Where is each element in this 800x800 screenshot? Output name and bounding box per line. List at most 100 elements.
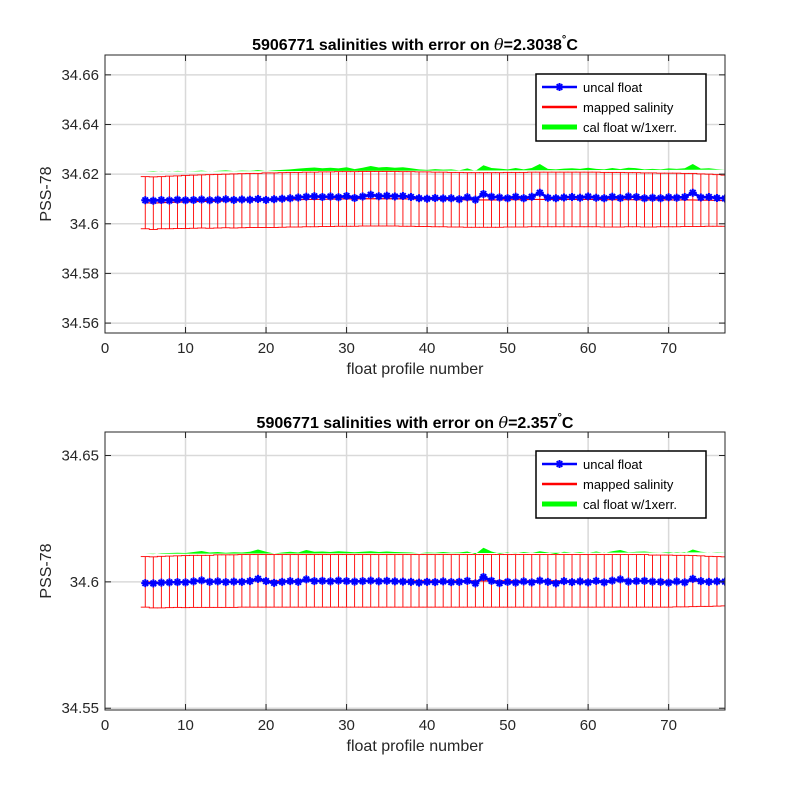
legend-label: mapped salinity [583, 477, 674, 492]
marker-d2 [141, 579, 149, 587]
uncal-float-point [648, 193, 657, 202]
marker-d2 [149, 579, 157, 587]
uncal-float-point [406, 192, 415, 201]
uncal-float-point [326, 192, 335, 201]
uncal-float-point [447, 194, 456, 203]
marker-d2 [407, 193, 415, 201]
plot-content [140, 547, 725, 609]
uncal-float-point [173, 195, 182, 204]
marker-d2 [326, 192, 334, 200]
uncal-float-point [165, 196, 174, 205]
x-tick-label: 50 [499, 717, 516, 734]
marker-d2 [254, 575, 262, 583]
marker-d2 [520, 194, 528, 202]
marker-d2 [383, 192, 391, 200]
marker-d2 [632, 577, 640, 585]
uncal-float-point [640, 194, 649, 203]
marker-d1 [721, 578, 725, 584]
uncal-float-point [519, 194, 528, 203]
x-tick-label: 20 [258, 717, 275, 734]
uncal-float-point [624, 192, 633, 201]
uncal-float-point [205, 577, 214, 586]
uncal-float-point [712, 193, 721, 202]
marker-d2 [520, 577, 528, 585]
marker-d2 [512, 193, 520, 201]
marker-d2 [705, 193, 713, 201]
marker-d2 [713, 577, 721, 585]
marker-d2 [568, 578, 576, 586]
x-tick-label: 30 [338, 340, 355, 357]
marker-d2 [600, 578, 608, 586]
uncal-float-point [527, 192, 536, 201]
uncal-float-point [245, 577, 254, 586]
uncal-float-point [302, 192, 311, 201]
y-axis-label: PSS-78 [38, 543, 55, 598]
marker-d2 [496, 579, 504, 587]
marker-d2 [528, 578, 536, 586]
uncal-float-point [592, 576, 601, 585]
x-tick-label: 50 [499, 340, 516, 357]
uncal-float-point [608, 576, 617, 585]
uncal-float-point [374, 577, 383, 586]
marker-d2 [649, 194, 657, 202]
uncal-float-point [197, 195, 206, 204]
marker-d2 [504, 578, 512, 586]
marker-d2 [487, 193, 496, 201]
uncal-float-point [431, 578, 440, 587]
marker-d2 [351, 578, 359, 586]
marker-d2 [632, 193, 640, 201]
title-prefix: 5906771 salinities with error on [252, 37, 494, 54]
title-unit: C [566, 37, 578, 54]
marker-d2 [246, 577, 254, 585]
uncal-float-point [334, 576, 343, 585]
marker-d2 [471, 579, 479, 587]
uncal-float-point [487, 192, 496, 201]
marker-d2 [198, 195, 206, 203]
marker-d2 [351, 194, 359, 202]
marker-d2 [560, 193, 568, 201]
uncal-float-point [487, 576, 496, 585]
uncal-float-point [205, 196, 214, 205]
uncal-float-point [213, 195, 222, 204]
uncal-float-point [294, 193, 303, 202]
marker-d2 [278, 578, 286, 586]
marker-d2 [721, 197, 725, 202]
uncal-float-point [382, 576, 391, 585]
marker-d2 [555, 83, 564, 91]
uncal-float-point [511, 578, 520, 587]
chart-title: 5906771 salinities with error on θ=2.357… [257, 412, 574, 432]
uncal-float-point [519, 577, 528, 586]
uncal-float-point [479, 190, 488, 198]
marker-d2 [544, 194, 552, 202]
mapped-salinity-errorbar [720, 174, 725, 227]
marker-d2 [640, 577, 648, 585]
y-tick-label: 34.6 [70, 574, 99, 591]
marker-d2 [375, 577, 383, 585]
title-value: =2.3038 [504, 37, 562, 54]
marker-d2 [657, 578, 665, 586]
uncal-float-point [141, 579, 150, 588]
uncal-float-point [350, 193, 359, 202]
uncal-float-point [415, 578, 424, 587]
uncal-float-point [270, 578, 279, 587]
marker-d2 [463, 193, 471, 201]
marker-d2 [206, 578, 214, 586]
uncal-float-point [157, 195, 166, 204]
marker-d2 [455, 195, 463, 203]
marker-d2 [182, 578, 190, 586]
marker-d2 [713, 194, 721, 202]
uncal-float-point [326, 577, 335, 586]
marker-d2 [294, 193, 302, 201]
uncal-float-point [165, 578, 174, 587]
marker-d2 [149, 197, 157, 205]
marker-d2 [471, 196, 479, 204]
uncal-float-point [318, 192, 327, 201]
x-axis-label: float profile number [347, 738, 485, 755]
marker-d2 [673, 577, 681, 585]
uncal-float-point [374, 192, 383, 201]
marker-d2 [190, 577, 198, 585]
uncal-float-point [253, 574, 262, 583]
uncal-float-point [704, 577, 713, 586]
title-degree: ° [562, 34, 566, 46]
marker-d2 [190, 196, 198, 204]
